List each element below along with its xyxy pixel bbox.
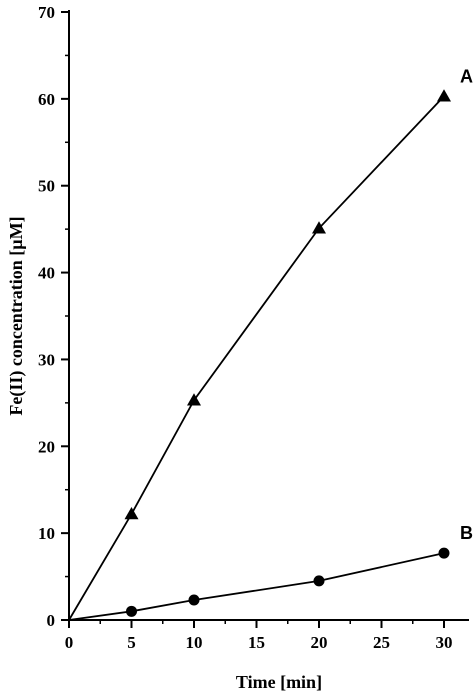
data-point-B [438,547,450,559]
y-tick-label: 30 [38,350,55,369]
x-tick-label: 10 [186,633,203,652]
x-tick-label: 15 [248,633,265,652]
y-axis-title: Fe(II) concentration [µM] [6,216,27,415]
ticks: 0 5 10 15 20 25 30 0 10 20 30 40 50 60 70 [38,3,453,652]
x-tick-label: 30 [436,633,453,652]
series-line-B [68,552,445,621]
data-point-B [126,605,137,617]
y-tick-label: 50 [38,177,55,196]
series-label-A: A [460,66,473,86]
series-line-A [68,95,445,621]
data-point-B [313,575,325,587]
data-point-A [437,89,451,102]
y-tick-label: 60 [38,90,55,109]
y-tick-label: 40 [38,264,55,283]
y-tick-label: 0 [47,611,56,630]
x-tick-label: 20 [311,633,328,652]
x-tick-label: 25 [373,633,390,652]
data-point-A [187,393,201,406]
data-point-A [124,507,139,520]
data-point-A [312,221,326,234]
y-tick-label: 70 [38,3,55,22]
axes [68,10,469,621]
y-tick-label: 10 [38,524,55,543]
series-lines [68,95,445,621]
x-axis-title: Time [min] [236,672,322,692]
x-tick-label: 5 [127,633,136,652]
series-label-B: B [460,523,473,543]
x-tick-label: 0 [65,633,74,652]
y-tick-label: 20 [38,437,55,456]
series-labels: AB [460,66,473,543]
data-point-B [188,594,200,606]
series-markers [124,89,451,617]
